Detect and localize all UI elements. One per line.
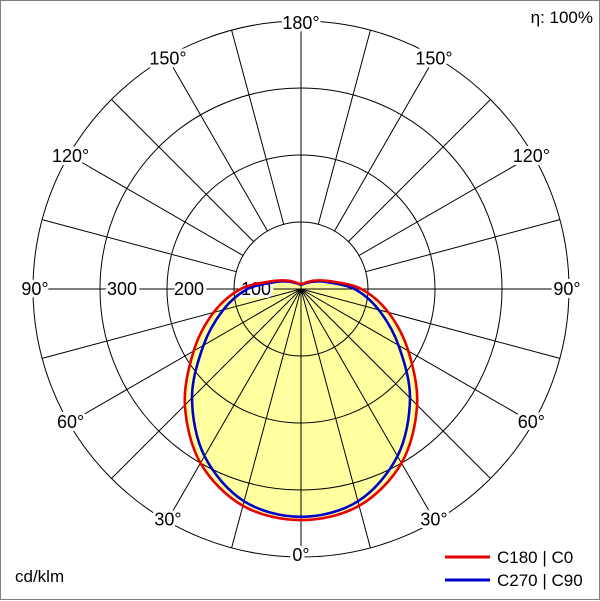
angle-label-150-left: 150° (149, 49, 186, 69)
legend: C180 | C0 C270 | C90 (445, 548, 583, 590)
grid-spoke-120 (358, 154, 534, 256)
grid-spoke-240 (68, 154, 244, 256)
grid-spoke-210 (166, 56, 268, 232)
legend-label-c180-c0: C180 | C0 (497, 548, 573, 567)
legend-label-c270-c90: C270 | C90 (497, 571, 583, 590)
angle-label-90-right: 90° (553, 279, 580, 299)
angle-label-180: 180° (282, 13, 319, 33)
grid-spoke-165 (317, 29, 371, 225)
grid-spoke-300 (68, 288, 302, 424)
angle-label-30-right: 30° (420, 509, 447, 529)
ring-label-300: 300 (107, 279, 137, 299)
angle-label-120-right: 120° (513, 146, 550, 166)
grid-spoke-330 (166, 288, 302, 522)
grid-spoke-135 (348, 99, 491, 242)
grid-spoke-225 (111, 99, 254, 242)
grid-spoke-60 (300, 288, 534, 424)
ring-label-100: 100 (241, 279, 271, 299)
ring-label-200: 200 (174, 279, 204, 299)
grid-spoke-75 (300, 288, 561, 359)
angle-label-60-left: 60° (57, 412, 84, 432)
grid-spoke-105 (365, 219, 561, 273)
angle-label-120-left: 120° (52, 146, 89, 166)
grid-spoke-285 (41, 288, 302, 359)
polar-grid-and-curves: 100 200 300 0° 30° 30° 60° 60° 90° 90° 120° 120° 150… (18, 10, 583, 568)
grid-spoke-195 (231, 29, 285, 225)
angle-label-0: 0° (292, 545, 309, 565)
curve-c180-c0 (183, 279, 419, 522)
grid-spoke-255 (41, 219, 237, 273)
efficiency-label: η: 100% (531, 8, 593, 27)
grid-spoke-315 (111, 288, 302, 479)
angle-label-60-right: 60° (518, 412, 545, 432)
angle-label-150-right: 150° (415, 49, 452, 69)
grid-spoke-30 (300, 288, 436, 522)
unit-label: cd/klm (15, 567, 64, 586)
grid-spoke-150 (334, 56, 436, 232)
grid-spoke-45 (300, 288, 491, 479)
angle-label-30-left: 30° (154, 509, 181, 529)
angle-label-90-left: 90° (21, 279, 48, 299)
